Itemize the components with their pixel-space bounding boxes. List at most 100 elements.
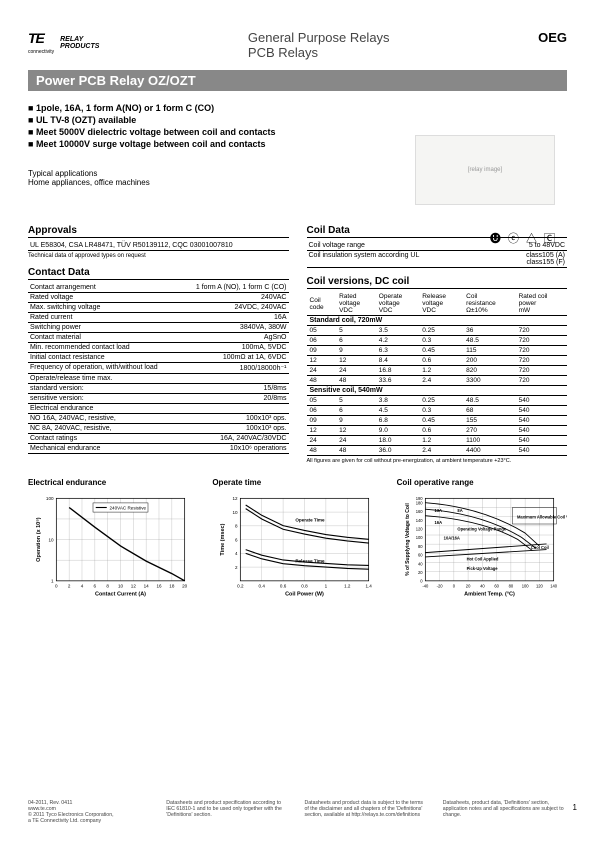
- table-cell: standard version:: [28, 384, 163, 394]
- table-cell: 48: [307, 376, 337, 386]
- header-titles: General Purpose Relays PCB Relays: [248, 30, 390, 60]
- svg-text:-20: -20: [436, 583, 443, 588]
- title-bar: Power PCB Relay OZ/OZT: [28, 70, 567, 91]
- svg-text:12: 12: [131, 583, 137, 588]
- table-cell: 1.2: [419, 436, 463, 446]
- table-cell: 12: [336, 426, 376, 436]
- te-logo: TE connectivity: [28, 30, 54, 55]
- table-cell: [163, 404, 288, 414]
- table-cell: 270: [463, 426, 515, 436]
- table-cell: 48: [307, 446, 337, 456]
- table-cell: Coil voltage range: [307, 241, 442, 251]
- table-cell: AgSnO: [163, 333, 288, 343]
- footer: 04-2011, Rev. 0411 www.te.com © 2011 Tyc…: [28, 800, 567, 824]
- table-cell: 820: [463, 366, 515, 376]
- svg-text:40: 40: [480, 583, 485, 588]
- chart-operate-title: Operate time: [212, 478, 382, 487]
- svg-text:Hot Coil Applied: Hot Coil Applied: [466, 557, 498, 562]
- table-cell: 540: [516, 426, 567, 436]
- table-cell: 6: [336, 406, 376, 416]
- chart-endurance-title: Electrical endurance: [28, 478, 198, 487]
- table-cell: Mechanical endurance: [28, 444, 163, 454]
- svg-text:2: 2: [68, 583, 71, 588]
- logo-block: TE connectivity RELAY PRODUCTS: [28, 30, 99, 55]
- chart-range-svg: 13A8A16A10A/16AMaximum Allowable Coil Vo…: [397, 491, 567, 601]
- svg-text:16A: 16A: [434, 520, 442, 525]
- table-header: Operate voltage VDC: [376, 292, 419, 316]
- svg-text:80: 80: [418, 544, 423, 549]
- table-cell: NO 16A, 240VAC, resistive,: [28, 414, 163, 424]
- table-cell: 24: [336, 366, 376, 376]
- svg-text:6: 6: [235, 537, 238, 542]
- table-cell: 3.8: [376, 396, 419, 406]
- approvals-note: Technical data of approved types on requ…: [28, 253, 289, 259]
- coil-versions-title: Coil versions, DC coil: [307, 276, 568, 289]
- data-columns: Approvals UL E58304, CSA LR48471, TÜV R5…: [28, 217, 567, 464]
- te-logo-text: TE: [28, 30, 44, 46]
- svg-text:100: 100: [521, 583, 529, 588]
- table-cell: 720: [516, 366, 567, 376]
- svg-text:14: 14: [144, 583, 150, 588]
- svg-text:4: 4: [81, 583, 84, 588]
- table-cell: Max. switching voltage: [28, 303, 163, 313]
- page-number: 1: [573, 803, 577, 812]
- table-cell: 3840VA, 380W: [163, 323, 288, 333]
- chart-range: Coil operative range 13A8A16A10A/16AMaxi…: [397, 478, 567, 603]
- svg-text:190: 190: [415, 496, 423, 501]
- table-cell: 540: [516, 446, 567, 456]
- cert-icons: 🅤 ⓒ △ 🄲: [490, 230, 557, 246]
- table-cell: Contact material: [28, 333, 163, 343]
- table-cell: 5: [336, 396, 376, 406]
- footer-col1: 04-2011, Rev. 0411 www.te.com © 2011 Tyc…: [28, 800, 152, 824]
- svg-text:10: 10: [48, 537, 54, 542]
- svg-text:80: 80: [508, 583, 513, 588]
- table-cell: 10x10⁶ operations: [163, 444, 288, 454]
- table-cell: 155: [463, 416, 515, 426]
- table-cell: 3.5: [376, 326, 419, 336]
- table-cell: 06: [307, 336, 337, 346]
- svg-text:Coil Power (W): Coil Power (W): [285, 592, 324, 598]
- table-cell: 100x10³ ops.: [163, 414, 288, 424]
- table-cell: 8.4: [376, 356, 419, 366]
- table-cell: 0.45: [419, 416, 463, 426]
- table-cell: 12: [307, 426, 337, 436]
- table-cell: 2.4: [419, 376, 463, 386]
- svg-text:120: 120: [536, 583, 544, 588]
- table-cell: 3300: [463, 376, 515, 386]
- svg-text:0.2: 0.2: [237, 583, 244, 588]
- table-cell: 0.25: [419, 396, 463, 406]
- svg-text:0.4: 0.4: [259, 583, 266, 588]
- table-cell: 5: [336, 326, 376, 336]
- table-cell: class105 (A) class155 (F): [442, 251, 567, 268]
- right-column: Coil Data Coil voltage range5 to 48VDCCo…: [307, 217, 568, 464]
- svg-text:140: 140: [415, 518, 423, 523]
- table-cell: Initial contact resistance: [28, 353, 163, 363]
- svg-text:8: 8: [235, 524, 238, 529]
- table-cell: 240VAC: [163, 293, 288, 303]
- svg-text:8: 8: [106, 583, 109, 588]
- table-cell: 24VDC, 240VAC: [163, 303, 288, 313]
- svg-text:120: 120: [415, 527, 423, 532]
- coil-versions-note: All figures are given for coil without p…: [307, 458, 568, 464]
- coil-versions-table: Coil codeRated voltage VDCOperate voltag…: [307, 292, 568, 456]
- table-cell: 4400: [463, 446, 515, 456]
- table-cell: 36.0: [376, 446, 419, 456]
- svg-text:Operating Voltage Range: Operating Voltage Range: [457, 526, 507, 531]
- svg-text:2: 2: [235, 565, 238, 570]
- svg-text:0: 0: [55, 583, 58, 588]
- table-cell: 06: [307, 406, 337, 416]
- table-header: Rated coil power mW: [516, 292, 567, 316]
- footer-col2: Datasheets and product specification acc…: [166, 800, 290, 824]
- chart-operate: Operate time Operate TimeRelease Time0.2…: [212, 478, 382, 603]
- svg-text:Operate Time: Operate Time: [296, 517, 326, 522]
- table-cell: 16A: [163, 313, 288, 323]
- svg-text:4: 4: [235, 551, 238, 556]
- svg-text:Contact Current (A): Contact Current (A): [95, 592, 146, 598]
- svg-text:0.6: 0.6: [280, 583, 287, 588]
- table-cell: [163, 374, 288, 384]
- table-cell: 09: [307, 416, 337, 426]
- table-cell: 24: [307, 366, 337, 376]
- table-header: Release voltage VDC: [419, 292, 463, 316]
- svg-text:-40: -40: [422, 583, 429, 588]
- footer-col4: Datasheets, product data, 'Definitions' …: [443, 800, 567, 824]
